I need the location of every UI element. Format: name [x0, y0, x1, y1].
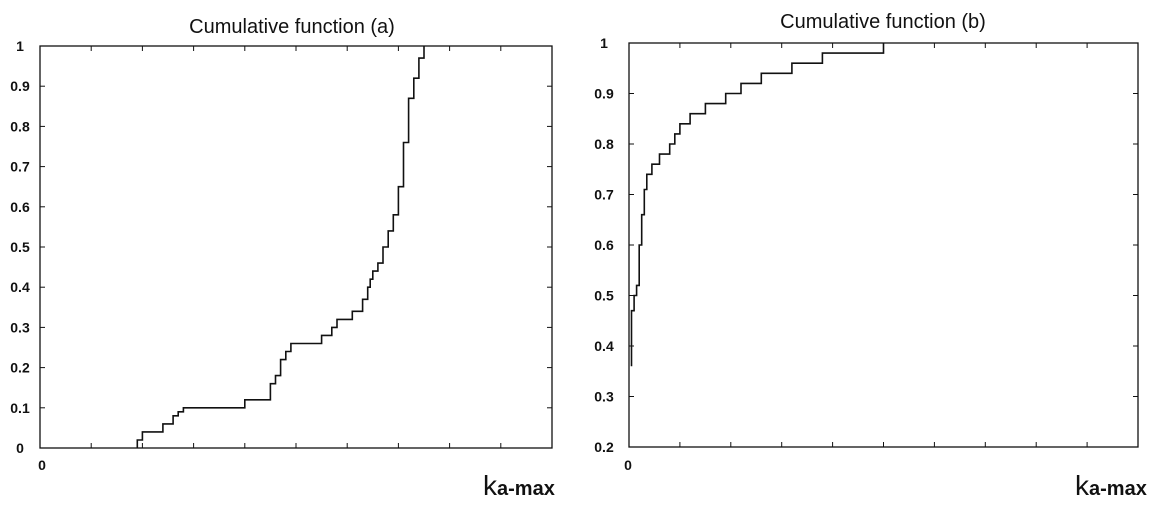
chart-a-y-tick-label: 0.1 [10, 400, 30, 416]
chart-panel-a: Cumulative function (a) 0 0.1 0.2 0.3 0.4 0.5… [10, 16, 555, 501]
chart-b-title: Cumulative function (b) [780, 11, 986, 33]
chart-a-y-tick-label: 0.8 [10, 118, 30, 134]
chart-a-y-tick-label: 0.9 [10, 78, 30, 94]
chart-a-title: Cumulative function (a) [189, 16, 395, 38]
chart-a-y-tick-label: 0.4 [10, 279, 30, 295]
chart-b-y-tick-label: 0.8 [594, 136, 614, 152]
chart-b-y-tick-label: 0.9 [594, 86, 614, 102]
chart-a-frame [39, 45, 553, 449]
chart-b-y-axis: 0.2 0.3 0.4 0.5 0.6 0.7 0.8 0.9 1 [594, 35, 1138, 455]
chart-a-y-axis: 0 0.1 0.2 0.3 0.4 0.5 0.6 0.7 0.8 0.9 1 [10, 38, 552, 456]
chart-a-x-axis-label: ka-max [483, 470, 555, 501]
chart-a-y-tick-label: 0.6 [10, 199, 30, 215]
chart-a-x-label-main: k [483, 470, 498, 501]
chart-a-series-line [136, 46, 425, 448]
chart-a-x-tick-label: 0 [38, 457, 46, 473]
chart-a-y-tick-label: 0.2 [10, 360, 30, 376]
chart-panel-b: Cumulative function (b) 0.20.30.40.50.60… [594, 11, 1147, 501]
chart-b-x-label-main: k [1075, 470, 1090, 501]
chart-b-y-tick-label: 1 [600, 35, 608, 51]
chart-b-y-tick-label: 0.2 [594, 439, 614, 455]
chart-b-y-tick-label: 0.3 [594, 389, 614, 405]
chart-b-x-axis [679, 43, 1088, 447]
chart-a-y-tick-label: 0.7 [10, 159, 30, 175]
chart-a-y-tick-label: 1 [16, 38, 24, 54]
chart-b-x-label-sub: a-max [1089, 478, 1147, 500]
chart-b-x-tick-label: 0 [624, 457, 632, 473]
chart-b-x-axis-label: ka-max [1075, 470, 1147, 501]
chart-a-y-tick-label: 0.5 [10, 239, 30, 255]
chart-b-series-line [630, 43, 885, 367]
chart-a-x-label-sub: a-max [497, 478, 555, 500]
chart-a-y-tick-label: 0 [16, 440, 24, 456]
chart-a-y-tick-label: 0.3 [10, 319, 30, 335]
chart-b-y-tick-label: 0.6 [594, 237, 614, 253]
chart-b-y-tick-label: 0.5 [594, 288, 614, 304]
chart-a-x-axis [90, 46, 502, 448]
chart-b-y-tick-label: 0.4 [594, 338, 614, 354]
chart-b-y-tick-label: 0.7 [594, 187, 614, 203]
